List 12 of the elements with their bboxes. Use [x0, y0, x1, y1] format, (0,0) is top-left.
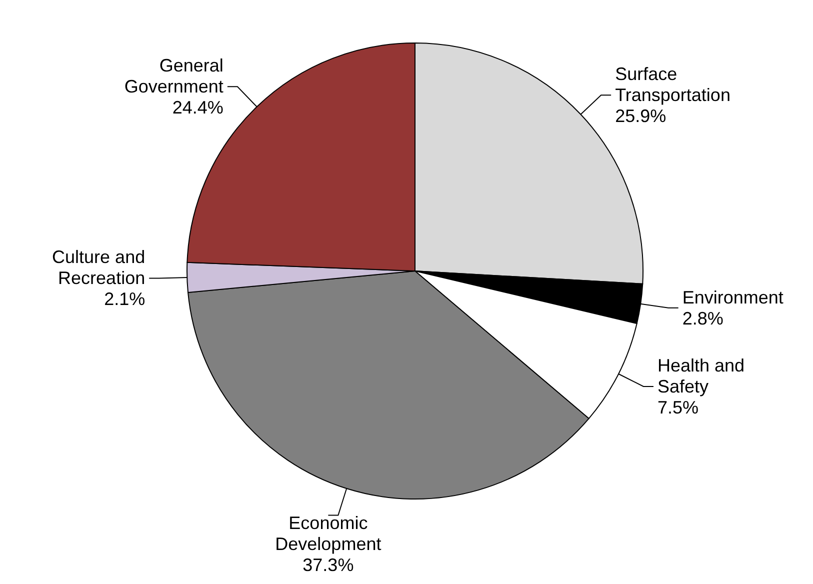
slice-label: Environment: [682, 287, 784, 308]
slice-label: Economic Development: [275, 513, 382, 554]
slice-label: General Government: [124, 56, 224, 97]
data-label: 2.8%: [682, 308, 724, 328]
data-label: 24.4%: [172, 98, 224, 118]
data-label: 37.3%: [302, 555, 354, 576]
slice-label: Surface Transportation: [615, 64, 730, 106]
slice-label: Health and Safety: [657, 356, 745, 397]
data-label: 2.1%: [104, 289, 146, 310]
slice-label: Culture and Recreation: [52, 247, 146, 288]
data-label: 7.5%: [657, 398, 698, 418]
data-label: 25.9%: [615, 106, 666, 126]
